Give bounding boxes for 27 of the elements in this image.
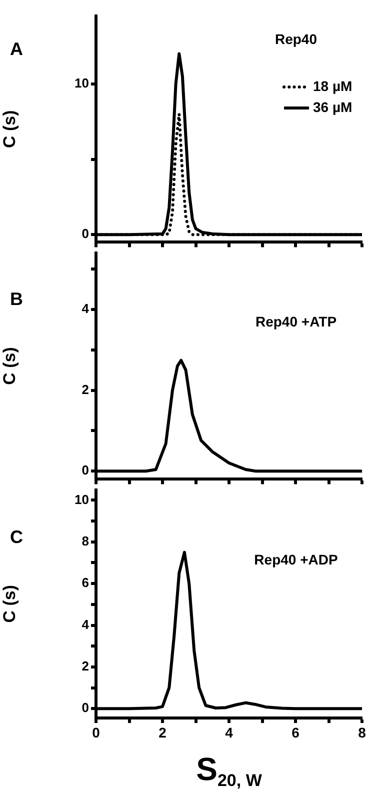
- text: A: [10, 38, 23, 59]
- y-tick-label: 0: [82, 700, 89, 716]
- annotation: Rep40 +ATP: [255, 314, 337, 330]
- y-tick-label: 6: [82, 575, 89, 590]
- y-axis-title: C (s): [0, 585, 19, 623]
- annotation: Rep40: [274, 30, 318, 47]
- x-tick-label: 4: [225, 724, 234, 740]
- y-tick-label: 4: [82, 616, 90, 632]
- y-tick-label: 0: [82, 462, 89, 478]
- y-tick-label: 0: [82, 226, 89, 242]
- text: B: [10, 288, 23, 309]
- x-tick-label: 6: [292, 724, 300, 740]
- y-tick-label: 2: [82, 382, 89, 397]
- legend-label: 36 µM: [313, 98, 352, 115]
- y-tick-label: 8: [82, 533, 89, 548]
- y-axis-title: C (s): [0, 110, 19, 148]
- x-tick-label: 2: [158, 724, 167, 740]
- y-tick-label: 4: [82, 300, 90, 316]
- text: C: [10, 526, 23, 547]
- y-axis-title: C (s): [0, 347, 19, 385]
- annotation: Rep40 +ADP: [254, 552, 338, 568]
- y-tick-label: 10: [74, 492, 89, 507]
- legend-label: 18 µM: [313, 78, 352, 94]
- y-tick-label: 2: [82, 658, 89, 674]
- y-tick-label: 10: [74, 75, 89, 90]
- x-tick-label: 8: [358, 724, 366, 740]
- x-tick-label: 0: [92, 724, 100, 740]
